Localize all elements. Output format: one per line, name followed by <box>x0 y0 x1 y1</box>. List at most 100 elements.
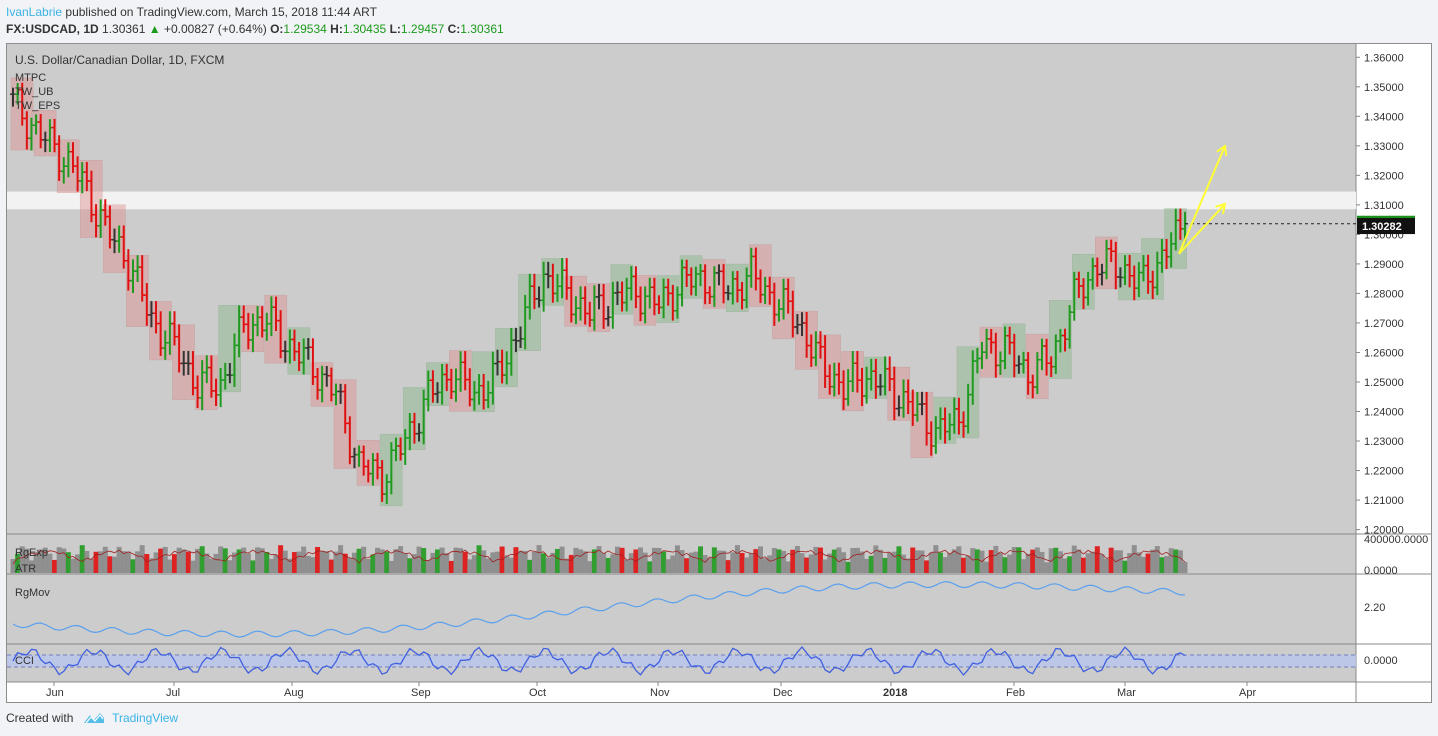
volume-bar <box>1090 551 1096 573</box>
arrow-shaft <box>1178 203 1226 255</box>
volume-bar <box>79 545 85 573</box>
volume-bar <box>956 546 962 573</box>
x-tick-label: Jul <box>166 687 180 699</box>
volume-bar <box>734 545 740 573</box>
volume-bar <box>245 553 251 573</box>
volume-bar <box>942 557 948 573</box>
volume-bar <box>670 555 676 573</box>
volume-bar <box>601 553 607 573</box>
volume-bar <box>1140 556 1146 573</box>
volume-bar <box>961 557 967 573</box>
volume-bar <box>638 547 644 573</box>
volume-bar <box>790 549 796 573</box>
volume-bar <box>88 559 94 573</box>
close-value: 1.30361 <box>460 22 504 36</box>
volume-bar <box>905 558 911 573</box>
volume-bar <box>1122 560 1128 573</box>
cci-line <box>12 645 1186 677</box>
volume-bar <box>121 551 127 573</box>
volume-bar <box>347 558 353 573</box>
volume-bar <box>125 551 131 573</box>
volume-bar <box>1067 556 1073 573</box>
volume-bar <box>531 552 537 573</box>
chart-container[interactable]: 1.36000 1.35000 1.34000 1.33000 1.32000 1.310… <box>6 43 1432 703</box>
tradingview-link[interactable]: TradingView <box>112 711 179 725</box>
volume-bar <box>550 552 556 573</box>
volume-bar <box>273 554 279 573</box>
volume-bar <box>684 558 690 573</box>
volume-bar <box>1168 548 1174 573</box>
volume-bar <box>1182 561 1188 573</box>
volume-bar <box>504 555 510 573</box>
volume-bar <box>725 560 731 573</box>
volume-bar <box>439 547 445 573</box>
volume-bar <box>356 548 362 573</box>
volume-bar <box>841 552 847 573</box>
volume-bar <box>485 558 491 573</box>
volume-bar <box>541 553 547 573</box>
volume-bar <box>605 557 611 573</box>
volume-bar <box>573 547 579 573</box>
x-tick-label: Jun <box>46 687 64 699</box>
publish-line: IvanLabrie published on TradingView.com,… <box>6 5 377 21</box>
volume-bar <box>181 549 187 573</box>
volume-bar <box>688 552 694 573</box>
volume-bar <box>28 560 34 573</box>
second-price-label: 1.30282 <box>1362 221 1402 233</box>
volume-bar <box>924 560 930 573</box>
arrow-head <box>1216 144 1228 157</box>
volume-bar <box>171 554 177 573</box>
volume-bar <box>651 547 657 573</box>
volume-bar <box>338 545 344 573</box>
volume-bar <box>527 559 533 573</box>
volume-bar <box>1145 553 1151 573</box>
author-link[interactable]: IvanLabrie <box>6 5 63 19</box>
volume-bar <box>301 546 307 573</box>
volume-bar <box>1080 557 1086 573</box>
x-tick-label: Mar <box>1117 687 1136 699</box>
volume-bar <box>1108 547 1114 573</box>
y-tick-label: 1.23000 <box>1364 436 1404 448</box>
volume-bar <box>554 548 560 573</box>
volume-bar <box>1002 557 1008 573</box>
x-tick-label: Nov <box>650 687 670 699</box>
volume-bar <box>845 561 851 573</box>
volume-bar <box>882 557 888 573</box>
volume-bar <box>910 547 916 573</box>
volume-bar <box>698 546 704 573</box>
volume-bar <box>351 552 357 573</box>
volume-bar <box>748 553 754 573</box>
volume-bar <box>296 551 302 573</box>
volume-bar <box>864 558 870 573</box>
volume-bar <box>204 553 210 573</box>
volume-bar <box>476 545 482 573</box>
y-tick-label: 1.26000 <box>1364 347 1404 359</box>
volume-bar <box>70 558 76 573</box>
volume-bar <box>102 546 108 573</box>
volume-bar <box>757 546 763 573</box>
rgmov-pane <box>7 574 1356 644</box>
volume-bar <box>56 547 62 573</box>
volume-bar <box>33 552 39 573</box>
y-tick-label: 1.34000 <box>1364 111 1404 123</box>
cci-band <box>7 655 1356 667</box>
volume-bar <box>324 551 330 573</box>
volume-bar <box>1177 550 1183 573</box>
volume-bar <box>642 552 648 573</box>
volume-bar <box>836 547 842 573</box>
volume-bar <box>444 553 450 573</box>
chart-svg[interactable]: 1.36000 1.35000 1.34000 1.33000 1.32000 1.310… <box>7 44 1431 702</box>
volume-bar <box>481 550 487 573</box>
volume-tick-top: 400000.0000 <box>1364 534 1428 546</box>
x-tick-label: Sep <box>411 687 431 699</box>
volume-bar <box>997 552 1003 573</box>
volume-bar <box>407 558 413 573</box>
volume-bar <box>545 557 551 573</box>
y-tick-label: 1.22000 <box>1364 466 1404 478</box>
y-tick-label: 1.31000 <box>1364 200 1404 212</box>
volume-bar <box>951 549 957 573</box>
volume-bar <box>730 552 736 573</box>
volume-bar <box>827 553 833 573</box>
volume-bar <box>614 546 620 573</box>
indicator-label: TW_EPS <box>15 100 60 112</box>
